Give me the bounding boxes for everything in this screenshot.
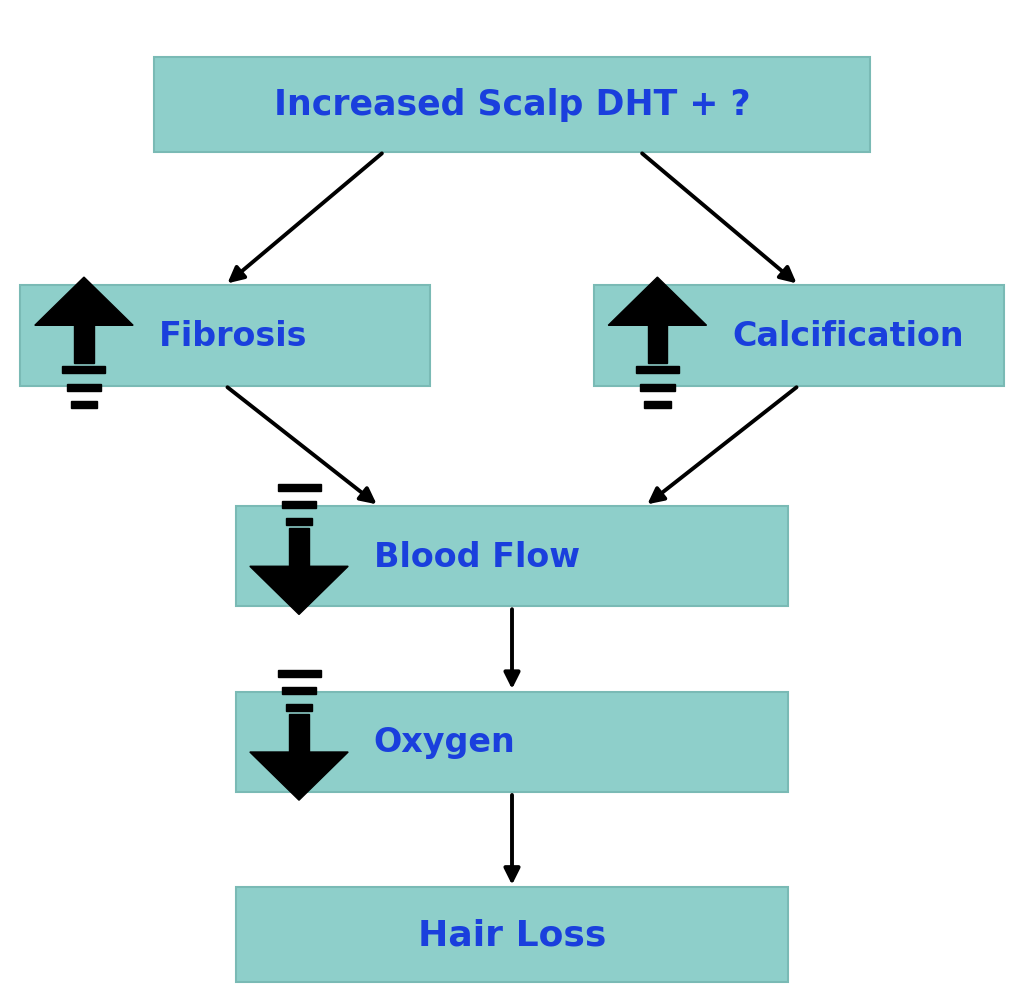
- Polygon shape: [289, 529, 309, 567]
- Polygon shape: [74, 326, 93, 364]
- Polygon shape: [286, 519, 312, 526]
- Text: Hair Loss: Hair Loss: [418, 918, 606, 952]
- Polygon shape: [286, 704, 312, 711]
- Polygon shape: [278, 484, 321, 491]
- Text: Fibrosis: Fibrosis: [159, 320, 307, 352]
- Polygon shape: [648, 326, 668, 364]
- FancyBboxPatch shape: [154, 57, 870, 152]
- Polygon shape: [608, 278, 707, 326]
- Polygon shape: [62, 367, 105, 374]
- Text: Oxygen: Oxygen: [374, 726, 515, 758]
- Polygon shape: [289, 714, 309, 752]
- FancyBboxPatch shape: [236, 692, 788, 792]
- Polygon shape: [250, 567, 348, 615]
- Polygon shape: [250, 752, 348, 800]
- Text: Blood Flow: Blood Flow: [374, 541, 580, 573]
- Polygon shape: [640, 384, 675, 391]
- FancyBboxPatch shape: [236, 507, 788, 607]
- Polygon shape: [282, 502, 316, 509]
- FancyBboxPatch shape: [236, 887, 788, 983]
- Polygon shape: [282, 687, 316, 694]
- FancyBboxPatch shape: [594, 286, 1004, 386]
- Polygon shape: [636, 367, 679, 374]
- Polygon shape: [35, 278, 133, 326]
- Polygon shape: [71, 401, 97, 408]
- Polygon shape: [278, 670, 321, 677]
- FancyBboxPatch shape: [20, 286, 430, 386]
- Polygon shape: [67, 384, 101, 391]
- Text: Calcification: Calcification: [732, 320, 964, 352]
- Polygon shape: [644, 401, 671, 408]
- Text: Increased Scalp DHT + ?: Increased Scalp DHT + ?: [273, 88, 751, 122]
